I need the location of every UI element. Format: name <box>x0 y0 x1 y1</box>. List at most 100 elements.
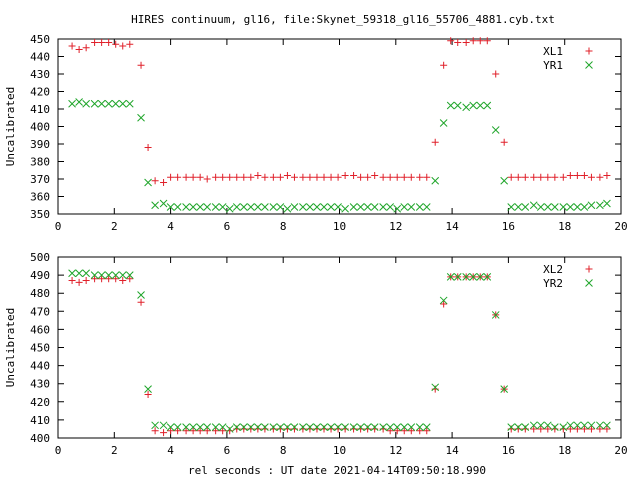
data-point <box>225 204 234 213</box>
legend-label: YR1 <box>543 59 563 72</box>
data-point <box>182 427 190 435</box>
data-point <box>393 427 401 435</box>
data-point <box>537 425 545 433</box>
data-point <box>159 199 168 208</box>
data-point <box>97 271 106 279</box>
data-point <box>469 273 478 281</box>
data-point <box>233 173 241 181</box>
data-point <box>75 98 83 106</box>
x-tick-label: 4 <box>167 220 174 233</box>
data-point <box>196 427 204 435</box>
y-tick-label: 380 <box>30 156 50 169</box>
data-point <box>261 173 269 181</box>
data-point <box>603 425 611 433</box>
data-point <box>407 203 416 211</box>
data-point <box>144 178 152 187</box>
data-point <box>211 423 220 431</box>
data-point <box>603 199 611 208</box>
data-point <box>529 421 538 430</box>
x-tick-label: 8 <box>280 444 287 457</box>
data-point <box>203 203 212 211</box>
data-point <box>327 203 335 211</box>
data-point <box>254 172 262 179</box>
legend-label: YR2 <box>543 277 563 290</box>
data-point <box>521 423 530 431</box>
data-point <box>416 173 424 181</box>
data-point <box>219 427 227 435</box>
data-point <box>370 423 379 431</box>
data-point <box>580 172 588 179</box>
data-point <box>596 173 604 181</box>
data-point <box>98 39 106 46</box>
data-point <box>119 277 127 285</box>
data-point <box>118 99 127 108</box>
data-point <box>151 421 159 430</box>
data-point <box>573 172 581 179</box>
data-point <box>514 173 522 181</box>
data-point <box>276 203 285 211</box>
data-point <box>386 427 394 435</box>
data-point <box>469 37 477 45</box>
data-point <box>543 421 552 430</box>
data-point <box>537 173 545 181</box>
data-point <box>379 423 387 431</box>
data-point <box>415 423 424 431</box>
data-point <box>536 421 545 430</box>
data-point <box>218 423 227 431</box>
y-tick-label: 400 <box>30 121 50 134</box>
data-point <box>137 61 145 69</box>
x-tick-label: 16 <box>502 220 515 233</box>
y-tick-label: 440 <box>30 360 50 373</box>
data-point <box>454 39 462 46</box>
x-tick-label: 2 <box>111 444 118 457</box>
data-point <box>160 429 168 437</box>
data-point <box>125 271 134 279</box>
data-point <box>203 427 211 435</box>
data-point <box>580 203 589 211</box>
data-point <box>75 46 83 53</box>
data-point <box>320 423 328 431</box>
y-tick-label: 440 <box>30 51 50 64</box>
data-point <box>283 204 292 213</box>
data-point <box>226 173 234 181</box>
data-point <box>431 176 440 185</box>
legend-marker <box>585 279 593 287</box>
data-point <box>218 203 227 211</box>
data-point <box>212 427 220 435</box>
x-tick-label: 14 <box>445 220 459 233</box>
data-point <box>118 271 127 279</box>
data-point <box>514 423 523 431</box>
data-point <box>196 423 205 431</box>
data-point <box>90 271 99 279</box>
data-point <box>587 173 595 181</box>
x-tick-label: 20 <box>614 444 627 457</box>
data-point <box>446 273 455 281</box>
y-tick-label: 450 <box>30 33 50 46</box>
data-point <box>453 101 462 110</box>
data-point <box>476 101 485 110</box>
x-tick-label: 6 <box>224 444 231 457</box>
data-point <box>500 138 508 146</box>
data-point <box>462 103 471 112</box>
data-point <box>393 204 402 213</box>
data-point <box>357 173 365 181</box>
data-point <box>507 203 516 211</box>
data-point <box>350 172 358 179</box>
y-tick-label: 430 <box>30 68 50 81</box>
series-yr1 <box>68 98 611 213</box>
data-point <box>196 173 204 181</box>
data-point <box>313 423 321 431</box>
data-point <box>580 421 589 430</box>
data-point <box>159 421 168 430</box>
data-point <box>407 173 415 181</box>
y-tick-label: 450 <box>30 342 50 355</box>
data-point <box>225 425 234 433</box>
data-point <box>370 203 379 211</box>
data-point <box>247 173 255 181</box>
y-tick-label: 410 <box>30 103 50 116</box>
x-tick-label: 10 <box>333 444 346 457</box>
data-point <box>566 421 575 430</box>
y-tick-label: 360 <box>30 191 50 204</box>
y-tick-label: 390 <box>30 138 50 151</box>
data-point <box>364 173 372 181</box>
